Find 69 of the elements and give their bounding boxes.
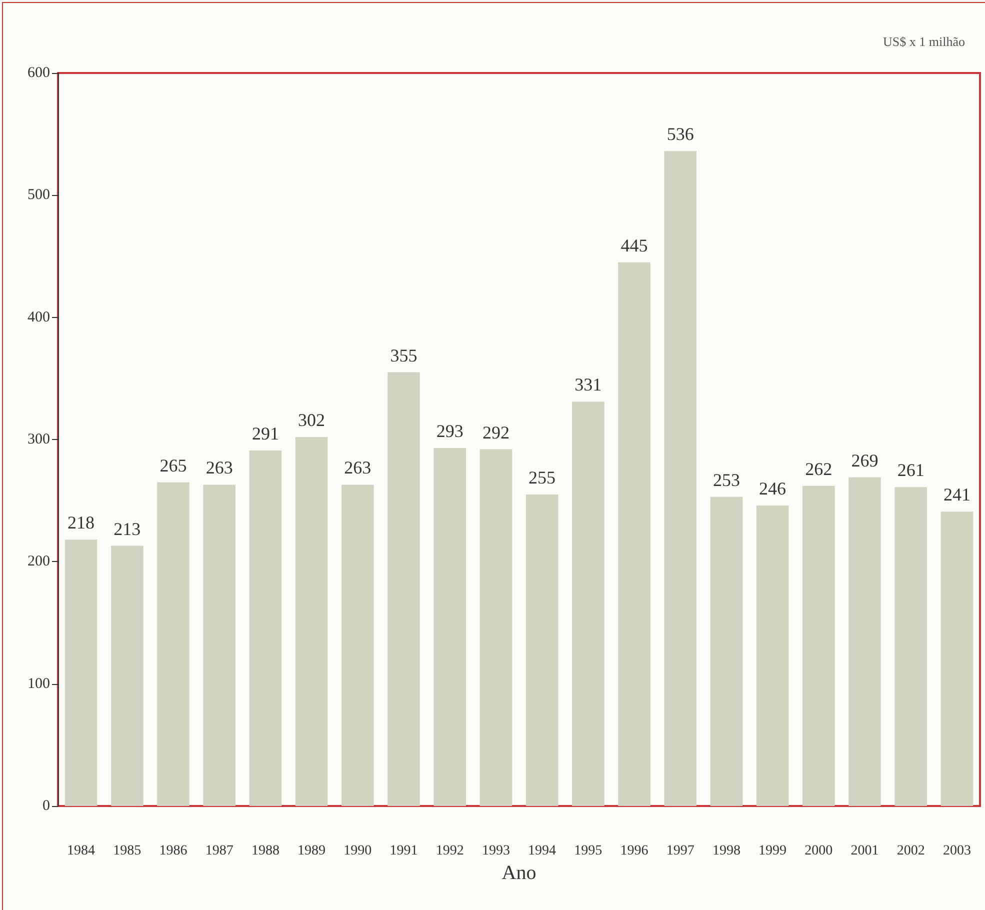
- data-label: 331: [574, 374, 602, 395]
- data-label: 292: [482, 422, 510, 442]
- data-label: 262: [805, 458, 832, 479]
- x-tick-label: 1995: [574, 844, 602, 858]
- bar: [249, 450, 282, 806]
- x-tick-label: 1993: [482, 844, 510, 858]
- bar: [802, 486, 835, 806]
- x-tick-label: 2002: [896, 844, 925, 858]
- bar: [157, 482, 190, 806]
- data-label: 291: [252, 423, 279, 444]
- y-tick-label: 300: [28, 432, 50, 448]
- x-tick-label: 1985: [113, 844, 142, 858]
- y-tick-label: 400: [28, 309, 50, 326]
- bar: [526, 494, 558, 806]
- x-tick-label: 1987: [205, 844, 234, 858]
- bar: [203, 484, 236, 806]
- y-tick-label: 500: [28, 187, 50, 204]
- bar: [710, 496, 743, 806]
- bar: [388, 372, 420, 806]
- y-tick-label: 0: [42, 798, 50, 814]
- x-axis-title: Ano: [502, 862, 536, 884]
- data-label: 213: [114, 518, 141, 539]
- bar: [756, 505, 789, 806]
- x-tick-label: 1999: [758, 844, 787, 858]
- bar: [940, 512, 974, 806]
- bar: [111, 546, 144, 806]
- data-label: 302: [298, 410, 326, 430]
- data-label: 253: [712, 470, 740, 490]
- x-tick-label: 1988: [251, 844, 280, 858]
- data-label: 265: [160, 455, 187, 476]
- x-tick-label: 1992: [436, 844, 464, 858]
- y-tick-label: 600: [28, 65, 50, 81]
- bar: [894, 487, 927, 806]
- data-label: 241: [943, 484, 970, 505]
- data-label: 261: [897, 460, 924, 480]
- data-label: 536: [666, 124, 694, 144]
- x-tick-label: 1986: [159, 844, 188, 858]
- x-tick-label: 1997: [666, 844, 694, 858]
- bar: [342, 484, 374, 806]
- data-label: 293: [436, 421, 464, 442]
- x-tick-label: 1991: [390, 844, 418, 858]
- x-tick-label: 1996: [620, 844, 648, 858]
- x-tick-label: 1989: [298, 844, 326, 858]
- bar: [295, 437, 328, 806]
- x-tick-label: 1998: [712, 844, 740, 858]
- bar: [434, 448, 466, 806]
- data-label: 355: [390, 345, 418, 366]
- bar: [572, 402, 604, 806]
- x-tick-label: 2000: [804, 844, 833, 858]
- text: US$ x 1 milhão: [883, 34, 966, 49]
- data-label: 263: [206, 458, 233, 478]
- x-tick-label: 2001: [850, 844, 879, 858]
- data-label: 218: [68, 512, 95, 533]
- bar: [480, 449, 512, 806]
- bar: [664, 151, 696, 806]
- bar: [64, 540, 98, 806]
- bar: [618, 262, 650, 806]
- data-label: 269: [851, 450, 878, 470]
- bar: [848, 477, 881, 806]
- x-tick-label: 1984: [67, 844, 96, 858]
- x-tick-label: 2003: [942, 844, 971, 858]
- data-label: 255: [528, 467, 556, 488]
- x-tick-label: 1990: [344, 844, 372, 858]
- data-label: 445: [620, 235, 648, 256]
- data-label: 263: [344, 458, 372, 478]
- x-tick-label: 1994: [528, 844, 556, 858]
- y-tick-label: 200: [28, 554, 50, 570]
- data-label: 246: [759, 478, 786, 498]
- y-tick-label: 100: [28, 676, 50, 692]
